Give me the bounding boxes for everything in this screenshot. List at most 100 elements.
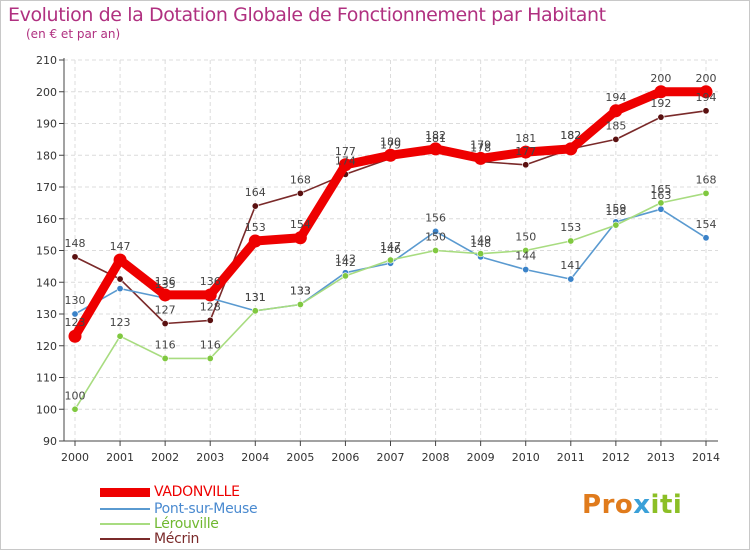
data-point-vadonville xyxy=(248,234,262,248)
x-tick-label: 2005 xyxy=(286,451,314,464)
legend-item-pont-sur-meuse: Pont-sur-Meuse xyxy=(100,501,258,517)
data-point-pont-sur-meuse xyxy=(567,275,575,283)
data-label-pont-sur-meuse: 159 xyxy=(605,202,626,215)
series-vadonville xyxy=(68,85,713,343)
data-point-vadonville xyxy=(519,145,533,159)
x-tick-label: 2011 xyxy=(557,451,585,464)
data-point-lerouville xyxy=(657,199,665,207)
legend-label-lerouville: Lérouville xyxy=(154,516,219,532)
x-tick-label: 2008 xyxy=(422,451,450,464)
data-point-lerouville xyxy=(702,189,710,197)
data-label-pont-sur-meuse: 154 xyxy=(696,218,717,231)
logo-letter: i xyxy=(672,490,683,520)
data-label-mecrin: 179 xyxy=(380,138,401,151)
data-point-pont-sur-meuse xyxy=(657,205,665,213)
data-label-vadonville: 154 xyxy=(290,218,311,231)
y-tick-label: 190 xyxy=(36,118,57,131)
legend-item-vadonville: VADONVILLE xyxy=(100,484,240,500)
legend-swatch-mecrin xyxy=(100,538,150,540)
y-tick-label: 170 xyxy=(36,181,57,194)
data-label-pont-sur-meuse: 148 xyxy=(470,237,491,250)
data-label-lerouville: 168 xyxy=(696,173,717,186)
data-label-mecrin: 181 xyxy=(425,132,446,145)
data-point-vadonville xyxy=(203,288,217,302)
data-point-vadonville xyxy=(564,142,578,156)
y-tick-label: 110 xyxy=(36,372,57,385)
legend-swatch-lerouville xyxy=(100,523,150,525)
x-tick-label: 2002 xyxy=(151,451,179,464)
data-label-pont-sur-meuse: 135 xyxy=(155,278,176,291)
data-label-mecrin: 148 xyxy=(65,237,86,250)
data-label-lerouville: 123 xyxy=(110,316,131,329)
x-tick-label: 2006 xyxy=(331,451,359,464)
data-point-lerouville xyxy=(386,256,394,264)
data-point-vadonville xyxy=(113,253,127,267)
data-point-lerouville xyxy=(567,237,575,245)
data-point-mecrin xyxy=(206,316,214,324)
data-label-lerouville: 149 xyxy=(470,234,491,247)
y-tick-label: 130 xyxy=(36,308,57,321)
chart-title: Evolution de la Dotation Globale de Fonc… xyxy=(8,4,606,26)
legend-swatch-vadonville xyxy=(100,487,150,497)
data-label-vadonville: 123 xyxy=(65,316,86,329)
legend-item-mecrin: Mécrin xyxy=(100,531,200,547)
data-label-vadonville: 200 xyxy=(696,72,717,85)
data-point-lerouville xyxy=(71,405,79,413)
data-label-vadonville: 181 xyxy=(515,132,536,145)
data-point-pont-sur-meuse xyxy=(432,227,440,235)
data-label-mecrin: 192 xyxy=(650,97,671,110)
data-point-vadonville xyxy=(609,104,623,118)
data-label-pont-sur-meuse: 146 xyxy=(380,243,401,256)
data-point-mecrin xyxy=(657,113,665,121)
data-label-vadonville: 200 xyxy=(650,72,671,85)
data-label-lerouville: 158 xyxy=(605,205,626,218)
data-point-pont-sur-meuse xyxy=(71,310,79,318)
data-point-vadonville xyxy=(158,288,172,302)
logo-letter: t xyxy=(659,490,673,520)
x-tick-label: 2009 xyxy=(467,451,495,464)
data-label-pont-sur-meuse: 156 xyxy=(425,211,446,224)
logo-letter: o xyxy=(614,490,634,520)
data-label-pont-sur-meuse: 131 xyxy=(245,291,266,304)
data-point-vadonville xyxy=(338,158,352,172)
data-label-lerouville: 147 xyxy=(380,240,401,253)
data-label-lerouville: 150 xyxy=(515,231,536,244)
legend-label-mecrin: Mécrin xyxy=(154,531,200,547)
data-point-lerouville xyxy=(206,354,214,362)
data-label-mecrin: 174 xyxy=(335,154,356,167)
legend-label-pont-sur-meuse: Pont-sur-Meuse xyxy=(154,501,258,517)
data-label-mecrin: 178 xyxy=(470,142,491,155)
data-point-mecrin xyxy=(522,161,530,169)
data-point-vadonville xyxy=(474,151,488,165)
data-label-lerouville: 116 xyxy=(200,338,221,351)
data-point-pont-sur-meuse xyxy=(116,285,124,293)
data-point-mecrin xyxy=(116,275,124,283)
data-point-mecrin xyxy=(71,253,79,261)
y-tick-label: 140 xyxy=(36,276,57,289)
data-point-lerouville xyxy=(612,221,620,229)
data-label-vadonville: 182 xyxy=(425,129,446,142)
data-label-vadonville: 147 xyxy=(110,240,131,253)
data-point-vadonville xyxy=(68,329,82,343)
data-point-mecrin xyxy=(161,320,169,328)
data-point-mecrin xyxy=(296,189,304,197)
data-label-pont-sur-meuse: 133 xyxy=(290,284,311,297)
logo-letter: P xyxy=(582,490,602,520)
data-label-pont-sur-meuse: 141 xyxy=(560,259,581,272)
data-label-lerouville: 133 xyxy=(290,284,311,297)
data-label-vadonville: 136 xyxy=(155,275,176,288)
data-label-mecrin: 194 xyxy=(696,91,717,104)
x-tick-label: 2010 xyxy=(512,451,540,464)
x-tick-label: 2004 xyxy=(241,451,269,464)
data-label-vadonville: 180 xyxy=(380,135,401,148)
data-label-mecrin: 185 xyxy=(605,119,626,132)
x-tick-label: 2003 xyxy=(196,451,224,464)
data-label-vadonville: 136 xyxy=(200,275,221,288)
y-tick-label: 200 xyxy=(36,86,57,99)
data-point-lerouville xyxy=(161,354,169,362)
data-label-pont-sur-meuse: 130 xyxy=(65,294,86,307)
legend-swatch-pont-sur-meuse xyxy=(100,508,150,510)
x-tick-label: 2000 xyxy=(61,451,89,464)
data-label-mecrin: 177 xyxy=(515,145,536,158)
